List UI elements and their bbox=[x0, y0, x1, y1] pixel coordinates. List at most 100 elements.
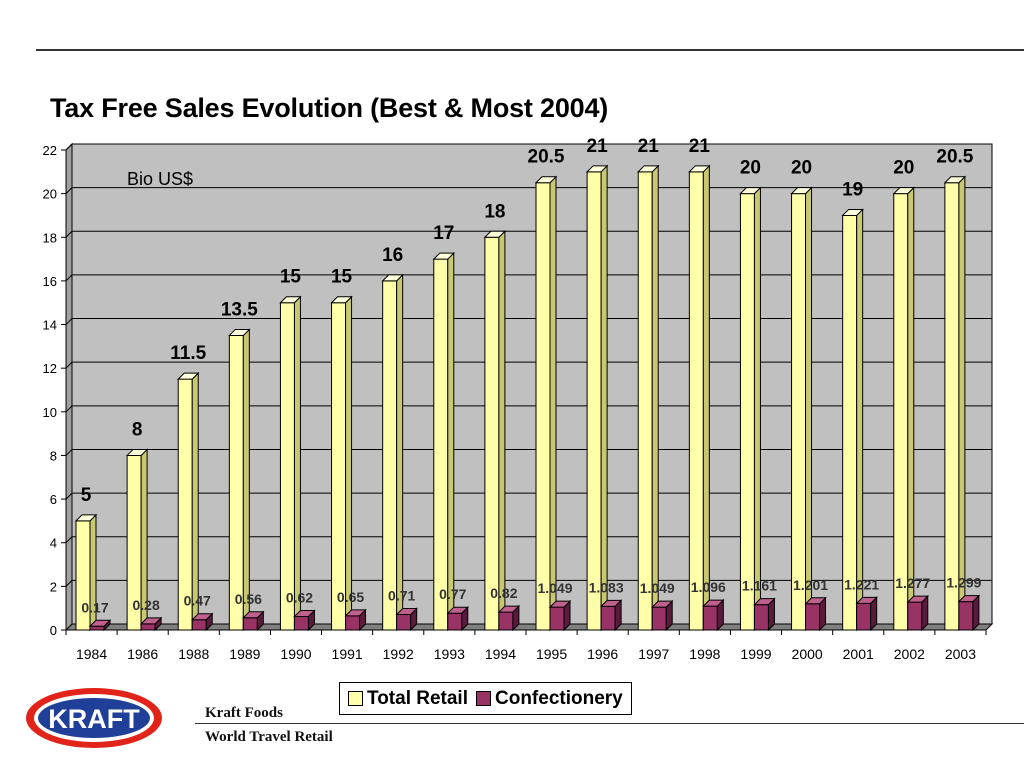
x-tick-label: 1989 bbox=[229, 646, 260, 662]
bar-confectionery-top bbox=[548, 600, 572, 608]
bar-confectionery-top bbox=[293, 609, 316, 617]
data-label-confectionery: 0.65 bbox=[337, 589, 364, 605]
bar-confectionery bbox=[702, 605, 718, 631]
bar-total-retail-side bbox=[651, 164, 659, 632]
bar-total-retail bbox=[484, 236, 500, 631]
bar-total-retail-top bbox=[688, 165, 711, 173]
bar-confectionery bbox=[140, 623, 156, 631]
data-label-confectionery: 1.083 bbox=[589, 579, 624, 595]
data-label-total-retail: 21 bbox=[587, 136, 609, 157]
bar-confectionery bbox=[651, 606, 667, 631]
data-label-total-retail: 15 bbox=[331, 267, 353, 288]
bar-confectionery-top bbox=[446, 606, 469, 614]
gridline bbox=[65, 405, 992, 413]
data-label-total-retail: 21 bbox=[638, 136, 660, 157]
y-tick-label: 16 bbox=[43, 274, 57, 289]
legend-swatch-confectionery bbox=[476, 691, 491, 706]
bar-confectionery bbox=[907, 601, 923, 631]
data-label-total-retail: 20.5 bbox=[936, 147, 973, 168]
bar-confectionery-top bbox=[702, 599, 725, 607]
bar-total-retail bbox=[586, 171, 602, 631]
bar-total-retail-top bbox=[790, 187, 813, 195]
gridline bbox=[65, 492, 992, 500]
bar-total-retail bbox=[382, 280, 398, 631]
bar-confectionery-top bbox=[88, 619, 112, 627]
bar-confectionery bbox=[191, 619, 207, 631]
bar-total-retail-side bbox=[753, 186, 761, 632]
data-label-total-retail: 5 bbox=[81, 485, 92, 506]
x-tick-label: 1986 bbox=[127, 646, 158, 662]
gridline bbox=[65, 361, 992, 369]
x-tick-label: 1988 bbox=[178, 646, 209, 662]
legend-label-confectionery: Confectionery bbox=[495, 687, 623, 709]
x-tick-label: 1984 bbox=[76, 646, 107, 662]
gridline bbox=[65, 187, 992, 194]
bar-confectionery bbox=[447, 612, 463, 631]
data-label-confectionery: 0.71 bbox=[388, 588, 415, 604]
bar-confectionery-top bbox=[599, 599, 623, 607]
y-tick-label: 6 bbox=[50, 492, 57, 507]
bar-total-retail-top bbox=[943, 176, 967, 184]
bar-total-retail-top bbox=[177, 372, 200, 380]
data-label-confectionery: 1.161 bbox=[742, 578, 777, 594]
bar-total-retail-top bbox=[534, 176, 558, 184]
data-label-total-retail: 20 bbox=[791, 158, 812, 179]
legend-label-total-retail: Total Retail bbox=[367, 687, 468, 709]
bar-confectionery-top bbox=[651, 600, 674, 608]
footer-company: Kraft Foods bbox=[205, 705, 283, 721]
x-tick-label: 1990 bbox=[280, 646, 311, 662]
bar-total-retail bbox=[331, 302, 347, 631]
data-label-confectionery: 1.201 bbox=[793, 577, 828, 593]
bar-total-retail-side bbox=[242, 328, 250, 632]
bar-total-retail bbox=[739, 193, 755, 631]
bar-total-retail-top bbox=[381, 274, 404, 282]
data-label-confectionery: 1.096 bbox=[691, 579, 726, 595]
data-label-confectionery: 0.47 bbox=[184, 593, 211, 609]
x-tick-label: 1997 bbox=[638, 646, 669, 662]
data-label-total-retail: 18 bbox=[484, 201, 505, 222]
data-label-total-retail: 19 bbox=[842, 179, 863, 200]
data-label-total-retail: 20.5 bbox=[528, 147, 565, 168]
bar-confectionery bbox=[753, 604, 769, 631]
bar-total-retail bbox=[893, 193, 909, 631]
gridline bbox=[65, 448, 992, 456]
bar-total-retail-top bbox=[892, 187, 915, 195]
bar-total-retail-side bbox=[345, 295, 353, 632]
data-label-confectionery: 0.56 bbox=[235, 591, 262, 607]
bar-total-retail-side bbox=[805, 186, 813, 632]
x-tick-label: 1993 bbox=[434, 646, 465, 662]
bar-total-retail-side bbox=[293, 295, 301, 632]
data-label-total-retail: 20 bbox=[740, 158, 761, 179]
bar-confectionery-top bbox=[753, 598, 776, 606]
bar-total-retail-top bbox=[74, 514, 98, 522]
bar-total-retail-top bbox=[739, 187, 762, 195]
bar-chart: 0 2 4 6 8 10 12 14 16 18 20 22 Bio US$ 1984 5 0.17 1986 8… bbox=[43, 136, 994, 662]
x-tick-label: 1991 bbox=[332, 646, 363, 662]
y-tick-label: 18 bbox=[43, 230, 57, 245]
gridline bbox=[65, 536, 992, 544]
y-tick-label: 2 bbox=[50, 579, 57, 594]
legend-item-confectionery: Confectionery bbox=[476, 688, 623, 710]
footer-rule bbox=[195, 723, 1024, 724]
bar-total-retail-top bbox=[125, 448, 149, 456]
bar-confectionery-top bbox=[191, 613, 214, 621]
bar-confectionery-top bbox=[242, 611, 265, 619]
bar-total-retail bbox=[228, 334, 244, 631]
footer-division: World Travel Retail bbox=[205, 729, 333, 745]
y-tick-label: 20 bbox=[43, 187, 57, 202]
bar-total-retail-top bbox=[585, 165, 609, 173]
bar-confectionery-top bbox=[804, 597, 827, 605]
bar-total-retail-side bbox=[907, 186, 915, 632]
bar-total-retail bbox=[791, 193, 807, 631]
x-tick-label: 1995 bbox=[536, 646, 567, 662]
bar-total-retail-top bbox=[841, 208, 864, 216]
bar-total-retail-side bbox=[702, 164, 710, 632]
bar-confectionery bbox=[293, 615, 309, 631]
data-label-total-retail: 15 bbox=[280, 267, 302, 288]
unit-label: Bio US$ bbox=[127, 169, 193, 189]
bar-total-retail-side bbox=[856, 208, 864, 632]
bar-confectionery bbox=[856, 602, 872, 631]
bar-confectionery-top bbox=[906, 595, 929, 603]
gridline bbox=[65, 230, 992, 238]
data-label-confectionery: 1.049 bbox=[537, 580, 572, 596]
